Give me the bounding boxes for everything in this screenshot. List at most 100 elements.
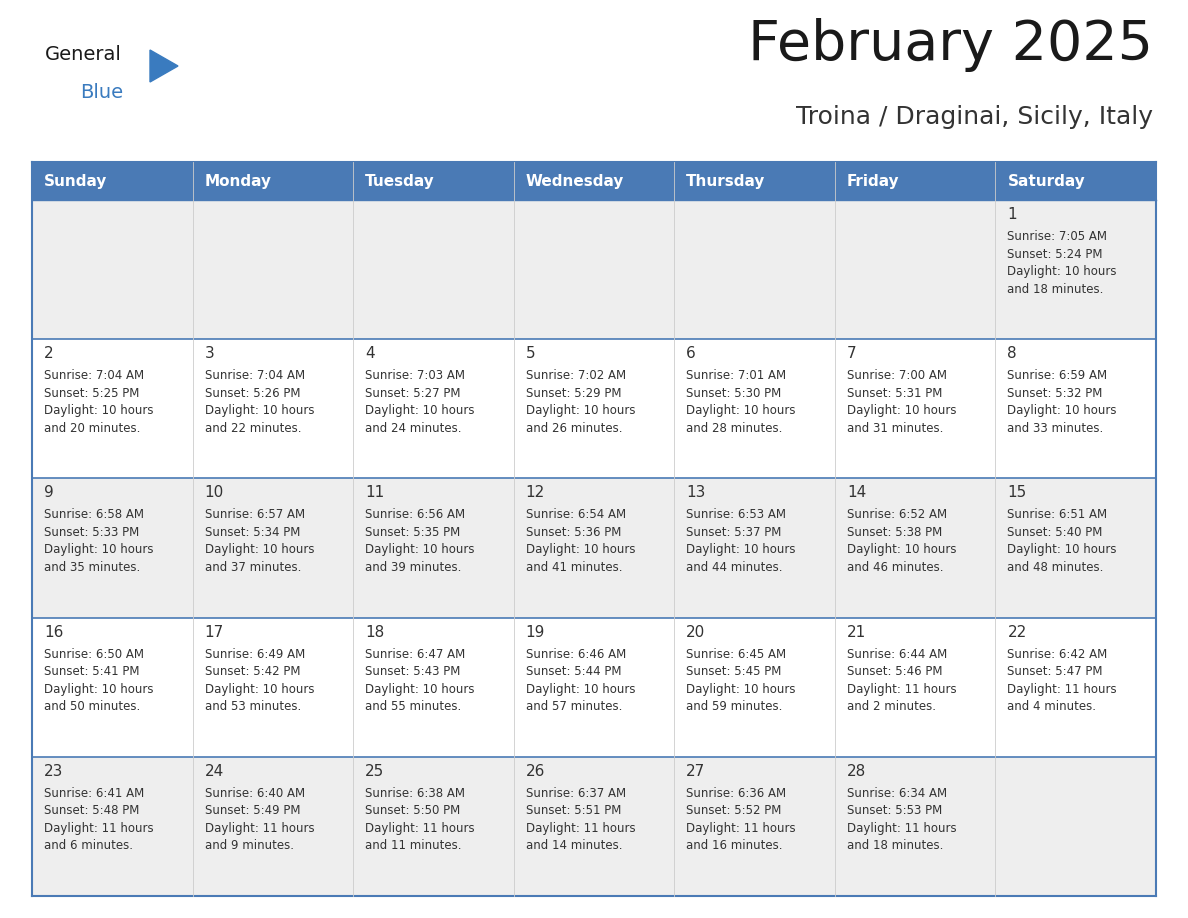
Text: and 50 minutes.: and 50 minutes. xyxy=(44,700,140,713)
Text: 10: 10 xyxy=(204,486,223,500)
Bar xyxy=(835,756,996,896)
Text: Blue: Blue xyxy=(80,83,124,102)
Text: 12: 12 xyxy=(526,486,545,500)
Bar xyxy=(513,756,675,896)
Text: and 4 minutes.: and 4 minutes. xyxy=(1007,700,1097,713)
Text: Sunrise: 7:04 AM: Sunrise: 7:04 AM xyxy=(44,369,144,382)
Text: 14: 14 xyxy=(847,486,866,500)
Text: 28: 28 xyxy=(847,764,866,778)
Text: Daylight: 10 hours: Daylight: 10 hours xyxy=(1007,543,1117,556)
Text: 17: 17 xyxy=(204,624,223,640)
Text: 15: 15 xyxy=(1007,486,1026,500)
Text: Sunset: 5:51 PM: Sunset: 5:51 PM xyxy=(526,804,621,817)
Text: and 31 minutes.: and 31 minutes. xyxy=(847,421,943,435)
Text: Sunrise: 6:59 AM: Sunrise: 6:59 AM xyxy=(1007,369,1107,382)
Text: Daylight: 10 hours: Daylight: 10 hours xyxy=(1007,404,1117,417)
Text: Daylight: 10 hours: Daylight: 10 hours xyxy=(365,683,475,696)
Text: Wednesday: Wednesday xyxy=(526,174,624,188)
Bar xyxy=(513,478,675,618)
Text: and 53 minutes.: and 53 minutes. xyxy=(204,700,301,713)
Text: Sunrise: 6:44 AM: Sunrise: 6:44 AM xyxy=(847,647,947,661)
Text: Sunrise: 6:40 AM: Sunrise: 6:40 AM xyxy=(204,787,304,800)
Text: Sunrise: 7:03 AM: Sunrise: 7:03 AM xyxy=(365,369,466,382)
Text: 1: 1 xyxy=(1007,207,1017,222)
Text: Daylight: 11 hours: Daylight: 11 hours xyxy=(204,822,314,834)
Text: Daylight: 10 hours: Daylight: 10 hours xyxy=(526,404,636,417)
Text: and 16 minutes.: and 16 minutes. xyxy=(687,839,783,852)
Bar xyxy=(192,339,353,478)
Text: Tuesday: Tuesday xyxy=(365,174,435,188)
Text: and 18 minutes.: and 18 minutes. xyxy=(847,839,943,852)
Text: Sunset: 5:36 PM: Sunset: 5:36 PM xyxy=(526,526,621,539)
Text: 7: 7 xyxy=(847,346,857,361)
Bar xyxy=(675,756,835,896)
Text: and 20 minutes.: and 20 minutes. xyxy=(44,421,140,435)
Text: Sunrise: 7:02 AM: Sunrise: 7:02 AM xyxy=(526,369,626,382)
Text: Sunset: 5:40 PM: Sunset: 5:40 PM xyxy=(1007,526,1102,539)
Bar xyxy=(996,756,1156,896)
Bar xyxy=(32,618,192,756)
Text: Sunrise: 6:36 AM: Sunrise: 6:36 AM xyxy=(687,787,786,800)
Bar xyxy=(996,478,1156,618)
Bar xyxy=(353,618,513,756)
Text: Sunrise: 6:45 AM: Sunrise: 6:45 AM xyxy=(687,647,786,661)
Text: Sunset: 5:48 PM: Sunset: 5:48 PM xyxy=(44,804,139,817)
Bar xyxy=(192,618,353,756)
Text: Daylight: 10 hours: Daylight: 10 hours xyxy=(365,404,475,417)
Text: 8: 8 xyxy=(1007,346,1017,361)
Text: and 39 minutes.: and 39 minutes. xyxy=(365,561,461,574)
Bar xyxy=(513,339,675,478)
Text: February 2025: February 2025 xyxy=(748,18,1154,72)
Text: and 22 minutes.: and 22 minutes. xyxy=(204,421,301,435)
Text: Troina / Draginai, Sicily, Italy: Troina / Draginai, Sicily, Italy xyxy=(796,105,1154,129)
Text: Sunset: 5:41 PM: Sunset: 5:41 PM xyxy=(44,666,139,678)
Bar xyxy=(513,618,675,756)
Text: Sunset: 5:32 PM: Sunset: 5:32 PM xyxy=(1007,386,1102,399)
Bar xyxy=(32,200,192,339)
Text: Daylight: 10 hours: Daylight: 10 hours xyxy=(526,683,636,696)
Text: and 26 minutes.: and 26 minutes. xyxy=(526,421,623,435)
Text: and 18 minutes.: and 18 minutes. xyxy=(1007,283,1104,296)
Bar xyxy=(32,339,192,478)
Text: 24: 24 xyxy=(204,764,223,778)
Text: Thursday: Thursday xyxy=(687,174,765,188)
Bar xyxy=(675,618,835,756)
Text: and 41 minutes.: and 41 minutes. xyxy=(526,561,623,574)
Text: Sunrise: 6:34 AM: Sunrise: 6:34 AM xyxy=(847,787,947,800)
Text: Daylight: 10 hours: Daylight: 10 hours xyxy=(687,543,796,556)
Text: Daylight: 10 hours: Daylight: 10 hours xyxy=(847,543,956,556)
Text: 9: 9 xyxy=(44,486,53,500)
Text: Sunset: 5:25 PM: Sunset: 5:25 PM xyxy=(44,386,139,399)
Text: 22: 22 xyxy=(1007,624,1026,640)
Text: Sunset: 5:42 PM: Sunset: 5:42 PM xyxy=(204,666,301,678)
Text: and 35 minutes.: and 35 minutes. xyxy=(44,561,140,574)
Bar xyxy=(353,478,513,618)
Text: Sunrise: 6:42 AM: Sunrise: 6:42 AM xyxy=(1007,647,1107,661)
Bar xyxy=(353,200,513,339)
Text: Daylight: 11 hours: Daylight: 11 hours xyxy=(526,822,636,834)
Text: Saturday: Saturday xyxy=(1007,174,1085,188)
Text: 23: 23 xyxy=(44,764,63,778)
Bar xyxy=(513,200,675,339)
Text: Sunset: 5:45 PM: Sunset: 5:45 PM xyxy=(687,666,782,678)
Text: Daylight: 11 hours: Daylight: 11 hours xyxy=(1007,683,1117,696)
Text: Sunset: 5:31 PM: Sunset: 5:31 PM xyxy=(847,386,942,399)
Text: Sunday: Sunday xyxy=(44,174,107,188)
Bar xyxy=(32,478,192,618)
Bar xyxy=(675,200,835,339)
Text: and 48 minutes.: and 48 minutes. xyxy=(1007,561,1104,574)
Text: 13: 13 xyxy=(687,486,706,500)
Text: Daylight: 11 hours: Daylight: 11 hours xyxy=(44,822,153,834)
Text: Sunset: 5:44 PM: Sunset: 5:44 PM xyxy=(526,666,621,678)
Text: Sunrise: 6:47 AM: Sunrise: 6:47 AM xyxy=(365,647,466,661)
Text: Sunset: 5:46 PM: Sunset: 5:46 PM xyxy=(847,666,942,678)
Text: Sunrise: 6:56 AM: Sunrise: 6:56 AM xyxy=(365,509,466,521)
Text: and 14 minutes.: and 14 minutes. xyxy=(526,839,623,852)
Text: Daylight: 10 hours: Daylight: 10 hours xyxy=(204,404,314,417)
Text: Sunset: 5:38 PM: Sunset: 5:38 PM xyxy=(847,526,942,539)
Text: Sunrise: 6:53 AM: Sunrise: 6:53 AM xyxy=(687,509,786,521)
Text: Sunrise: 6:58 AM: Sunrise: 6:58 AM xyxy=(44,509,144,521)
Bar xyxy=(996,200,1156,339)
Text: Daylight: 10 hours: Daylight: 10 hours xyxy=(526,543,636,556)
Text: Sunrise: 6:46 AM: Sunrise: 6:46 AM xyxy=(526,647,626,661)
